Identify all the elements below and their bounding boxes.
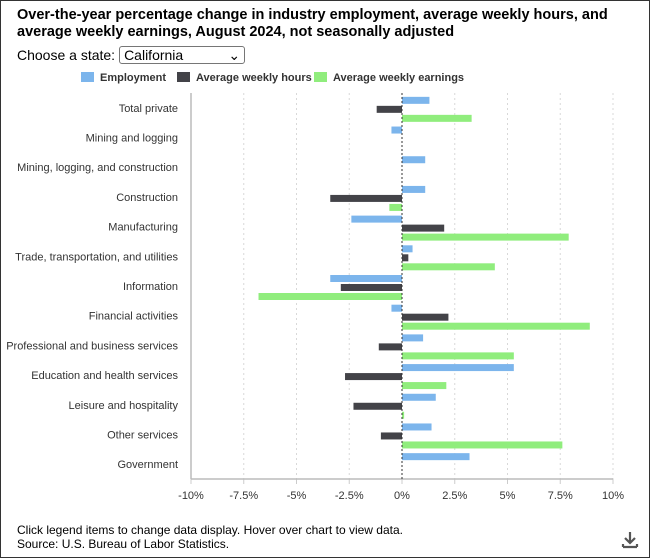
bar-average-weekly-hours[interactable] xyxy=(353,402,402,410)
bar-average-weekly-hours[interactable] xyxy=(402,254,409,262)
bar-employment[interactable] xyxy=(391,304,402,312)
category-label: Information xyxy=(123,281,178,293)
state-selector: Choose a state: California ⌄ xyxy=(17,46,246,64)
bar-employment[interactable] xyxy=(402,185,426,193)
bar-employment[interactable] xyxy=(402,453,470,461)
bar-employment[interactable] xyxy=(402,156,426,164)
bar-employment[interactable] xyxy=(391,126,402,134)
bar-average-weekly-earnings[interactable] xyxy=(402,411,405,419)
state-label: Choose a state: xyxy=(17,47,116,63)
legend-marker xyxy=(81,72,94,82)
bar-average-weekly-earnings[interactable] xyxy=(402,352,514,360)
bar-employment[interactable] xyxy=(402,245,413,253)
bar-average-weekly-earnings[interactable] xyxy=(402,233,569,241)
bar-employment[interactable] xyxy=(351,215,402,223)
legend-marker xyxy=(177,72,190,82)
legend-item[interactable]: Employment xyxy=(100,72,166,84)
bar-average-weekly-hours[interactable] xyxy=(376,105,402,113)
category-label: Government xyxy=(117,459,178,471)
bar-average-weekly-earnings[interactable] xyxy=(402,322,590,330)
category-label: Professional and business services xyxy=(6,340,178,352)
category-label: Leisure and hospitality xyxy=(69,400,179,412)
bar-average-weekly-hours[interactable] xyxy=(345,373,402,381)
x-tick-label: 10% xyxy=(602,490,624,502)
bar-average-weekly-hours[interactable] xyxy=(340,284,402,291)
legend-item[interactable]: Average weekly earnings xyxy=(333,72,464,84)
category-label: Education and health services xyxy=(31,370,178,382)
bar-average-weekly-hours[interactable] xyxy=(380,432,402,440)
bar-average-weekly-earnings[interactable] xyxy=(402,382,447,390)
bar-employment[interactable] xyxy=(402,393,436,401)
footer: Click legend items to change data displa… xyxy=(17,523,403,551)
bar-employment[interactable] xyxy=(402,364,514,372)
category-label: Total private xyxy=(119,103,178,115)
category-label: Trade, transportation, and utilities xyxy=(15,251,178,263)
download-icon[interactable] xyxy=(620,530,640,550)
x-tick-label: -7.5% xyxy=(229,490,258,502)
bar-average-weekly-hours[interactable] xyxy=(330,194,402,202)
bar-average-weekly-hours[interactable] xyxy=(402,313,449,321)
footer-note: Click legend items to change data displa… xyxy=(17,523,403,537)
bar-employment[interactable] xyxy=(402,334,424,342)
state-dropdown[interactable]: California ⌄ xyxy=(119,46,246,64)
chevron-down-icon: ⌄ xyxy=(228,46,241,63)
category-label: Financial activities xyxy=(89,311,179,323)
bar-average-weekly-earnings[interactable] xyxy=(258,293,402,300)
category-label: Manufacturing xyxy=(108,222,178,234)
x-tick-label: 2.5% xyxy=(442,490,467,502)
category-label: Mining, logging, and construction xyxy=(17,162,178,174)
x-tick-label: 7.5% xyxy=(548,490,573,502)
x-tick-label: -2.5% xyxy=(335,490,364,502)
bar-average-weekly-earnings[interactable] xyxy=(402,263,495,271)
category-label: Construction xyxy=(116,192,178,204)
chart-title: Over-the-year percentage change in indus… xyxy=(17,7,608,40)
bar-employment[interactable] xyxy=(330,275,402,282)
x-tick-label: -10% xyxy=(178,490,204,502)
category-label: Other services xyxy=(107,429,178,441)
x-tick-label: 5% xyxy=(500,490,516,502)
state-value: California xyxy=(124,47,184,63)
bar-average-weekly-earnings[interactable] xyxy=(402,441,563,449)
chart-svg[interactable]: Employment Average weekly hours Average we… xyxy=(1,1,649,521)
legend-item[interactable]: Average weekly hours xyxy=(196,72,312,84)
bar-employment[interactable] xyxy=(402,96,430,104)
bar-average-weekly-earnings[interactable] xyxy=(389,203,402,211)
x-tick-label: 0% xyxy=(394,490,410,502)
legend-marker xyxy=(314,72,327,82)
footer-source: Source: U.S. Bureau of Labor Statistics. xyxy=(17,537,230,551)
bar-average-weekly-earnings[interactable] xyxy=(402,114,472,122)
bar-average-weekly-hours[interactable] xyxy=(402,224,445,232)
bar-average-weekly-hours[interactable] xyxy=(378,343,402,351)
category-label: Mining and logging xyxy=(86,133,178,145)
bar-employment[interactable] xyxy=(402,423,432,431)
x-tick-label: -5% xyxy=(287,490,307,502)
